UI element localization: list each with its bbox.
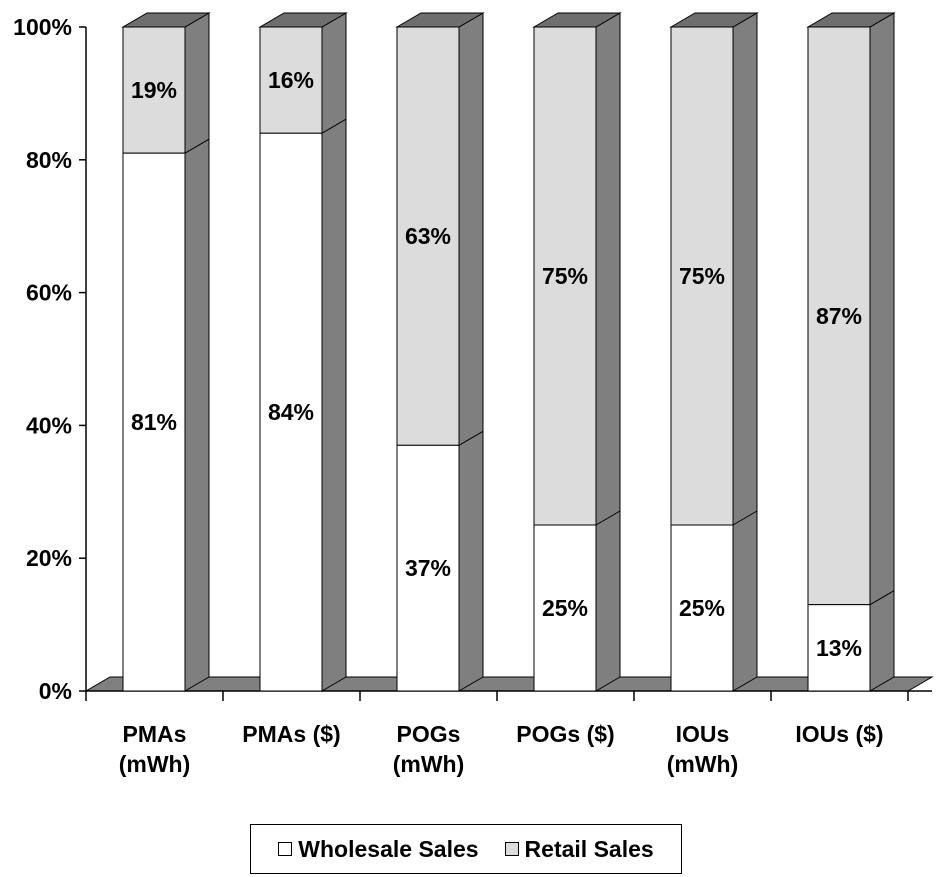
data-label-retail: 63% xyxy=(405,223,451,249)
bar-segment-wholesale xyxy=(259,132,323,692)
y-tick-label: 20% xyxy=(26,545,72,571)
bar-segment-retail xyxy=(396,26,460,446)
x-category-label: PMAs ($) xyxy=(242,721,340,747)
bar-side-face xyxy=(869,12,895,692)
bar-segment-retail xyxy=(259,26,323,134)
y-tick-label: 80% xyxy=(26,147,72,173)
bar-side-face xyxy=(458,12,484,692)
bar-segment-retail xyxy=(807,26,871,606)
y-tick-label: 40% xyxy=(26,412,72,438)
bar-side-divider xyxy=(184,138,210,154)
bar-side-divider xyxy=(732,510,758,526)
x-category-label: POGs (mWh) xyxy=(393,721,465,777)
bar-side-divider xyxy=(321,118,347,134)
chart-floor xyxy=(84,676,934,692)
legend-swatch-wholesale xyxy=(278,842,293,856)
legend-swatch-retail xyxy=(504,842,519,856)
legend-item-wholesale: Wholesale Sales xyxy=(278,835,479,863)
x-category-label: IOUs (mWh) xyxy=(667,721,739,777)
bar-side-divider xyxy=(595,510,621,526)
data-label-retail: 75% xyxy=(542,263,588,289)
x-category-label: POGs ($) xyxy=(516,721,614,747)
bar-segment-wholesale xyxy=(807,604,871,692)
legend-label-retail: Retail Sales xyxy=(524,835,654,862)
legend-item-retail: Retail Sales xyxy=(504,835,654,863)
bar-segment-wholesale xyxy=(396,444,460,692)
data-label-retail: 75% xyxy=(679,263,725,289)
bar-side-face xyxy=(184,12,210,692)
bar-segment-wholesale xyxy=(122,152,186,692)
data-label-retail: 87% xyxy=(816,303,862,329)
bar-segment-retail xyxy=(533,26,597,526)
data-label-wholesale: 25% xyxy=(542,595,588,621)
bar-segment-wholesale xyxy=(670,524,734,692)
x-category-label: IOUs ($) xyxy=(795,721,883,747)
bar-side-divider xyxy=(458,430,484,446)
data-label-wholesale: 84% xyxy=(268,399,314,425)
chart-legend: Wholesale Sales Retail Sales xyxy=(250,824,682,874)
y-tick-label: 60% xyxy=(26,280,72,306)
y-tick-label: 100% xyxy=(13,14,72,40)
bar-side-face xyxy=(595,12,621,692)
data-label-wholesale: 25% xyxy=(679,595,725,621)
stacked-bar-chart: 0% 20% 40% 60% 80% 100% 19% 81% PMAs (mWh) 16% 84% P… xyxy=(13,12,934,777)
bar-segment-retail xyxy=(670,26,734,526)
data-label-retail: 19% xyxy=(131,77,177,103)
data-label-wholesale: 81% xyxy=(131,409,177,435)
data-label-retail: 16% xyxy=(268,67,314,93)
data-label-wholesale: 13% xyxy=(816,635,862,661)
y-tick-label: 0% xyxy=(39,678,72,704)
bar-side-face xyxy=(321,12,347,692)
legend-label-wholesale: Wholesale Sales xyxy=(298,835,479,862)
data-label-wholesale: 37% xyxy=(405,555,451,581)
bar-side-divider xyxy=(869,590,895,606)
bar-segment-wholesale xyxy=(533,524,597,692)
bar-side-face xyxy=(732,12,758,692)
x-category-label: PMAs (mWh) xyxy=(119,721,191,777)
